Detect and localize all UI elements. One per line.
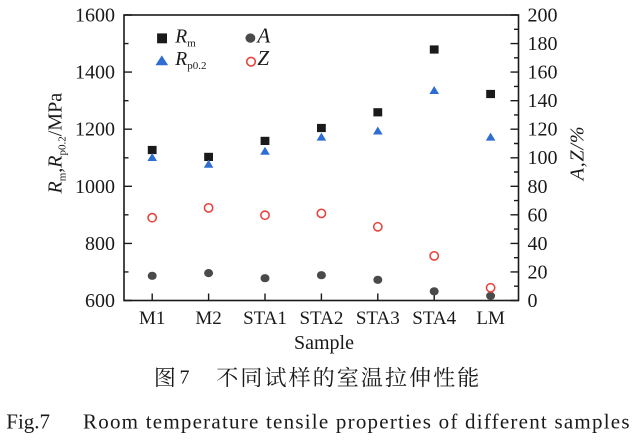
svg-text:160: 160 [528, 62, 558, 84]
svg-text:1400: 1400 [75, 62, 115, 84]
svg-text:1600: 1600 [75, 5, 115, 27]
svg-text:20: 20 [528, 261, 548, 283]
svg-text:800: 800 [85, 233, 115, 255]
svg-text:Rm: Rm [174, 27, 196, 50]
svg-text:STA2: STA2 [299, 308, 343, 329]
svg-text:200: 200 [528, 5, 558, 27]
svg-text:180: 180 [528, 33, 558, 55]
svg-text:7: 7 [180, 367, 190, 389]
svg-text:STA3: STA3 [356, 308, 400, 329]
svg-text:A,Z/%: A,Z/% [567, 126, 589, 183]
svg-text:140: 140 [528, 90, 558, 112]
svg-text:80: 80 [528, 176, 548, 198]
svg-text:Fig.7: Fig.7 [6, 410, 50, 434]
svg-text:60: 60 [528, 204, 548, 226]
svg-text:STA1: STA1 [243, 308, 287, 329]
svg-text:LM: LM [476, 308, 505, 329]
svg-text:40: 40 [528, 233, 548, 255]
svg-text:Rm,Rp0.2/MPa: Rm,Rp0.2/MPa [45, 93, 69, 195]
svg-text:Sample: Sample [294, 332, 354, 354]
svg-text:1000: 1000 [75, 176, 115, 198]
svg-text:M1: M1 [139, 308, 165, 329]
svg-text:M2: M2 [195, 308, 221, 329]
svg-text:A: A [255, 24, 270, 48]
svg-text:Room temperature tensile prope: Room temperature tensile properties of d… [83, 410, 630, 434]
svg-text:0: 0 [528, 290, 538, 312]
svg-text:600: 600 [85, 290, 115, 312]
svg-text:Z: Z [257, 46, 269, 70]
svg-text:100: 100 [528, 147, 558, 169]
svg-text:STA4: STA4 [412, 308, 456, 329]
svg-text:Rp0.2: Rp0.2 [174, 49, 206, 72]
svg-text:120: 120 [528, 119, 558, 141]
svg-text:1200: 1200 [75, 119, 115, 141]
